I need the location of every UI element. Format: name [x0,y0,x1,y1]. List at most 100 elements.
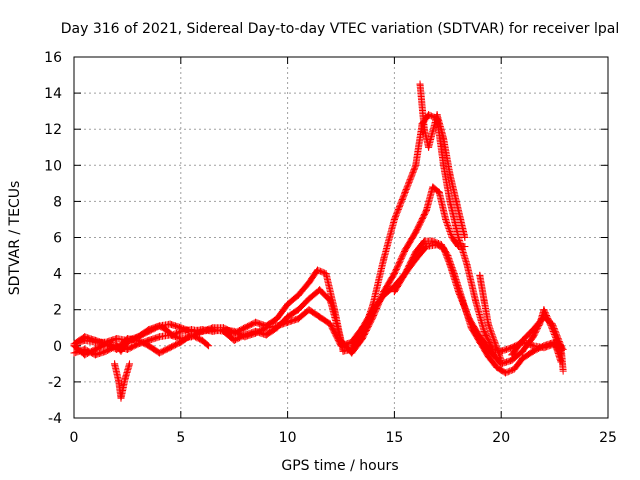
data-point [294,315,302,323]
data-point [241,333,249,341]
y-tick-label: 4 [53,267,62,283]
data-point [390,215,398,223]
data-point [294,291,302,299]
x-tick-label: 0 [70,430,79,446]
data-point [442,215,450,223]
y-tick-label: 16 [44,50,62,66]
data-point [540,313,548,321]
data-point [493,363,501,371]
data-point [390,288,398,296]
grid [74,57,608,418]
data-point [519,354,527,362]
data-point [425,143,433,151]
series-track-5 [111,360,134,402]
data-point [452,197,460,205]
data-point [450,270,458,278]
y-tick-label: -4 [48,411,62,427]
data-point [102,340,110,348]
data-point [401,188,409,196]
data-point [102,347,110,355]
data-point [262,324,270,332]
data-point [401,246,409,254]
data-point [459,297,467,305]
data-point [491,338,499,346]
y-tick-label: 10 [44,158,62,174]
data-point [412,161,420,169]
data-point [262,331,270,339]
data-point [230,327,238,335]
data-point [322,270,330,278]
data-point [380,255,388,263]
data-point [305,295,313,303]
data-point [111,360,119,368]
x-tick-label: 25 [599,430,617,446]
data-point [559,367,567,375]
data-point [230,336,238,344]
data-point [412,228,420,236]
data-point [467,324,475,332]
data-point [420,237,428,245]
data-point [401,270,409,278]
data-point [187,331,195,339]
data-point [548,320,556,328]
data-point [166,331,174,339]
data-point [91,345,99,353]
data-point [198,336,206,344]
data-point [273,315,281,323]
data-point [454,234,462,241]
data-point [529,347,537,355]
data-point [472,297,480,305]
series-track-6 [390,237,565,377]
data-point [326,320,334,328]
data-point [166,344,174,352]
data-point [529,333,537,341]
data-point [433,111,441,119]
data-point [484,320,492,328]
data-point [209,327,217,335]
y-tick-label: 6 [53,231,62,247]
data-point [476,338,484,346]
data-point [369,306,377,314]
data-point [461,243,469,251]
data-point [429,183,437,191]
data-point [166,320,174,328]
data-point [70,342,78,350]
data-point [123,345,131,353]
x-tick-label: 15 [385,430,403,446]
data-point [337,342,345,350]
data-point [448,234,456,241]
series-track-9 [508,313,567,375]
data-point [316,286,324,294]
data-point [480,327,488,335]
series-track-7 [416,80,469,241]
data-point [177,338,185,346]
data-point [420,125,428,133]
data-point [252,318,260,326]
data-point [435,188,443,196]
data-point [284,300,292,308]
data-point [461,234,469,241]
data-point [508,351,516,359]
y-tick-label: 12 [44,122,62,138]
data-point [115,378,123,386]
data-point [81,336,89,344]
data-point [117,394,125,402]
data-point [305,279,313,287]
data-point [463,261,471,269]
data-point [497,356,505,364]
data-point [422,243,430,251]
y-tick-label: 0 [53,339,62,355]
data-point [220,326,228,334]
data-point [519,347,527,355]
data-point [390,270,398,278]
data-point [316,313,324,321]
data-point [314,266,322,274]
data-point [305,306,313,314]
data-point [177,324,185,332]
data-point [412,248,420,256]
series-group [70,80,567,402]
y-tick-label: 2 [53,303,62,319]
data-point [457,215,465,223]
data-point [358,335,366,343]
